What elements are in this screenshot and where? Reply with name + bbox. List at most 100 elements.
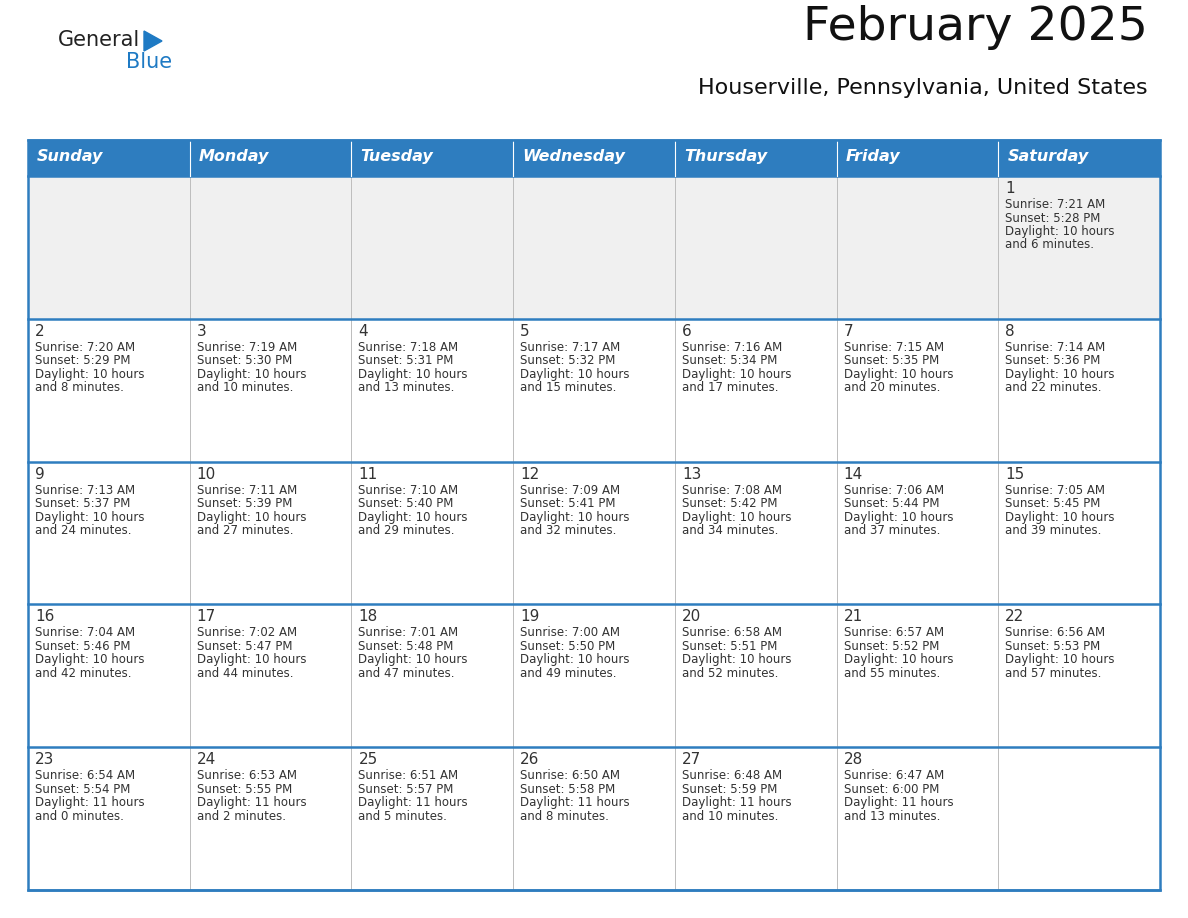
Text: and 55 minutes.: and 55 minutes. bbox=[843, 666, 940, 680]
Bar bbox=[513, 747, 675, 890]
Text: Sunset: 5:44 PM: Sunset: 5:44 PM bbox=[843, 498, 939, 510]
Text: 14: 14 bbox=[843, 466, 862, 482]
Bar bbox=[190, 747, 352, 890]
Bar bbox=[29, 319, 190, 462]
Text: Wednesday: Wednesday bbox=[523, 150, 625, 164]
Text: 25: 25 bbox=[359, 752, 378, 767]
Text: and 44 minutes.: and 44 minutes. bbox=[197, 666, 293, 680]
Text: and 6 minutes.: and 6 minutes. bbox=[1005, 239, 1094, 252]
Text: and 24 minutes.: and 24 minutes. bbox=[34, 524, 132, 537]
Text: 11: 11 bbox=[359, 466, 378, 482]
Bar bbox=[836, 319, 998, 462]
Text: and 29 minutes.: and 29 minutes. bbox=[359, 524, 455, 537]
Text: and 57 minutes.: and 57 minutes. bbox=[1005, 666, 1101, 680]
Bar bbox=[352, 604, 513, 747]
Bar bbox=[352, 462, 513, 604]
Text: Monday: Monday bbox=[198, 150, 270, 164]
Text: and 32 minutes.: and 32 minutes. bbox=[520, 524, 617, 537]
Bar bbox=[513, 176, 675, 319]
Text: Sunrise: 6:56 AM: Sunrise: 6:56 AM bbox=[1005, 626, 1105, 640]
Text: Sunset: 5:47 PM: Sunset: 5:47 PM bbox=[197, 640, 292, 653]
Bar bbox=[29, 176, 190, 319]
Text: General: General bbox=[58, 30, 140, 50]
Text: Daylight: 10 hours: Daylight: 10 hours bbox=[197, 368, 307, 381]
Text: and 42 minutes.: and 42 minutes. bbox=[34, 666, 132, 680]
Text: 26: 26 bbox=[520, 752, 539, 767]
Text: Sunrise: 7:17 AM: Sunrise: 7:17 AM bbox=[520, 341, 620, 353]
Text: Sunset: 6:00 PM: Sunset: 6:00 PM bbox=[843, 783, 939, 796]
Text: 5: 5 bbox=[520, 324, 530, 339]
Text: Sunset: 5:30 PM: Sunset: 5:30 PM bbox=[197, 354, 292, 367]
Text: Sunrise: 7:04 AM: Sunrise: 7:04 AM bbox=[34, 626, 135, 640]
Text: Sunrise: 7:19 AM: Sunrise: 7:19 AM bbox=[197, 341, 297, 353]
Bar bbox=[190, 462, 352, 604]
Text: Sunset: 5:48 PM: Sunset: 5:48 PM bbox=[359, 640, 454, 653]
Text: Daylight: 11 hours: Daylight: 11 hours bbox=[843, 796, 953, 809]
Text: and 2 minutes.: and 2 minutes. bbox=[197, 810, 286, 823]
Text: Sunset: 5:34 PM: Sunset: 5:34 PM bbox=[682, 354, 777, 367]
Bar bbox=[29, 462, 190, 604]
Text: Sunrise: 7:06 AM: Sunrise: 7:06 AM bbox=[843, 484, 943, 497]
Bar bbox=[836, 747, 998, 890]
Text: Daylight: 10 hours: Daylight: 10 hours bbox=[359, 368, 468, 381]
Text: Sunrise: 7:11 AM: Sunrise: 7:11 AM bbox=[197, 484, 297, 497]
Bar bbox=[998, 140, 1159, 176]
Text: Daylight: 10 hours: Daylight: 10 hours bbox=[520, 654, 630, 666]
Text: and 34 minutes.: and 34 minutes. bbox=[682, 524, 778, 537]
Bar bbox=[29, 747, 190, 890]
Text: Sunrise: 6:51 AM: Sunrise: 6:51 AM bbox=[359, 769, 459, 782]
Bar bbox=[352, 176, 513, 319]
Bar bbox=[836, 604, 998, 747]
Text: 17: 17 bbox=[197, 610, 216, 624]
Text: Sunset: 5:37 PM: Sunset: 5:37 PM bbox=[34, 498, 131, 510]
Text: Daylight: 10 hours: Daylight: 10 hours bbox=[843, 510, 953, 523]
Text: Daylight: 11 hours: Daylight: 11 hours bbox=[34, 796, 145, 809]
Text: Daylight: 11 hours: Daylight: 11 hours bbox=[359, 796, 468, 809]
Text: 24: 24 bbox=[197, 752, 216, 767]
Bar bbox=[998, 462, 1159, 604]
Text: Daylight: 10 hours: Daylight: 10 hours bbox=[1005, 654, 1114, 666]
Text: Sunrise: 7:16 AM: Sunrise: 7:16 AM bbox=[682, 341, 782, 353]
Text: Sunrise: 6:50 AM: Sunrise: 6:50 AM bbox=[520, 769, 620, 782]
Text: Sunrise: 6:48 AM: Sunrise: 6:48 AM bbox=[682, 769, 782, 782]
Text: Sunset: 5:51 PM: Sunset: 5:51 PM bbox=[682, 640, 777, 653]
Text: and 39 minutes.: and 39 minutes. bbox=[1005, 524, 1101, 537]
Text: 2: 2 bbox=[34, 324, 45, 339]
Text: Sunrise: 7:14 AM: Sunrise: 7:14 AM bbox=[1005, 341, 1106, 353]
Text: 4: 4 bbox=[359, 324, 368, 339]
Text: Sunset: 5:29 PM: Sunset: 5:29 PM bbox=[34, 354, 131, 367]
Text: Sunrise: 7:02 AM: Sunrise: 7:02 AM bbox=[197, 626, 297, 640]
Text: Daylight: 10 hours: Daylight: 10 hours bbox=[34, 510, 145, 523]
Text: and 0 minutes.: and 0 minutes. bbox=[34, 810, 124, 823]
Text: Sunset: 5:41 PM: Sunset: 5:41 PM bbox=[520, 498, 615, 510]
Text: and 47 minutes.: and 47 minutes. bbox=[359, 666, 455, 680]
Text: 13: 13 bbox=[682, 466, 701, 482]
Text: Sunset: 5:46 PM: Sunset: 5:46 PM bbox=[34, 640, 131, 653]
Text: Sunset: 5:52 PM: Sunset: 5:52 PM bbox=[843, 640, 939, 653]
Text: 12: 12 bbox=[520, 466, 539, 482]
Text: 20: 20 bbox=[682, 610, 701, 624]
Text: 1: 1 bbox=[1005, 181, 1015, 196]
Text: Daylight: 10 hours: Daylight: 10 hours bbox=[843, 368, 953, 381]
Text: 19: 19 bbox=[520, 610, 539, 624]
Bar bbox=[190, 140, 352, 176]
Text: Sunset: 5:57 PM: Sunset: 5:57 PM bbox=[359, 783, 454, 796]
Text: and 8 minutes.: and 8 minutes. bbox=[520, 810, 609, 823]
Bar bbox=[29, 140, 1159, 890]
Text: Sunrise: 6:53 AM: Sunrise: 6:53 AM bbox=[197, 769, 297, 782]
Text: Sunrise: 7:01 AM: Sunrise: 7:01 AM bbox=[359, 626, 459, 640]
Text: and 15 minutes.: and 15 minutes. bbox=[520, 381, 617, 395]
Bar bbox=[675, 176, 836, 319]
Text: Daylight: 10 hours: Daylight: 10 hours bbox=[1005, 225, 1114, 238]
Text: Friday: Friday bbox=[846, 150, 901, 164]
Bar bbox=[352, 747, 513, 890]
Text: Daylight: 10 hours: Daylight: 10 hours bbox=[34, 654, 145, 666]
Text: 22: 22 bbox=[1005, 610, 1024, 624]
Text: Sunset: 5:32 PM: Sunset: 5:32 PM bbox=[520, 354, 615, 367]
Text: 23: 23 bbox=[34, 752, 55, 767]
Text: and 13 minutes.: and 13 minutes. bbox=[843, 810, 940, 823]
Text: 10: 10 bbox=[197, 466, 216, 482]
Bar bbox=[190, 319, 352, 462]
Text: Sunday: Sunday bbox=[37, 150, 103, 164]
Text: Sunrise: 6:47 AM: Sunrise: 6:47 AM bbox=[843, 769, 943, 782]
